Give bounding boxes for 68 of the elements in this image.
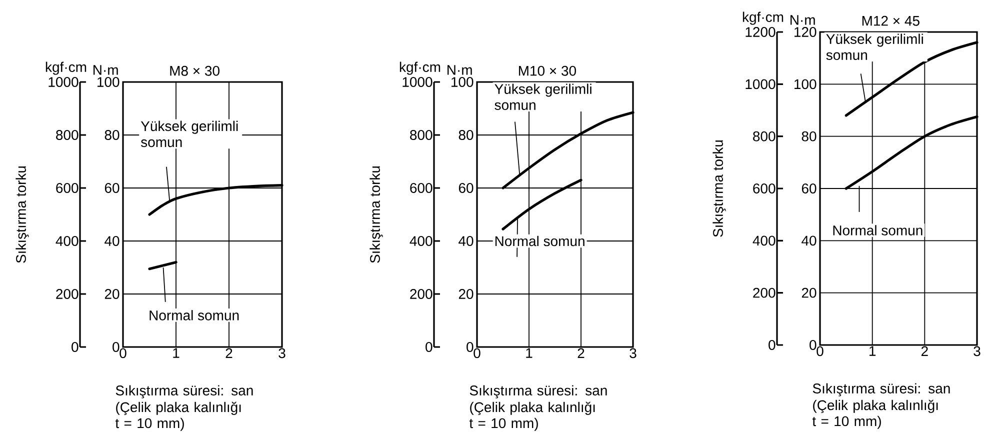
x-axis-title: Sıkıştırma süresi: san	[116, 385, 253, 398]
text: kgf·cm	[400, 62, 440, 75]
y-tick-label: 60	[104, 183, 120, 193]
text: N·m	[790, 15, 815, 25]
y2-tick-label: 600	[410, 183, 432, 193]
y2-tick-label: 400	[56, 236, 78, 246]
y-tick-label: 20	[104, 289, 120, 299]
y2-tick-label: 600	[56, 183, 78, 193]
y-tick-label: 100	[794, 79, 816, 90]
y2-tick-label: 1000	[402, 77, 432, 87]
series-label: Yüksek gerilimli somun	[826, 34, 923, 60]
y2-tick-label: 800	[410, 130, 432, 140]
y2-tick-label: 600	[753, 184, 776, 194]
x-tick-label: 3	[278, 348, 286, 358]
x-tick-label: 1	[173, 348, 180, 358]
chart-title: M12 × 45	[862, 16, 920, 26]
x-axis-title: Sıkıştırma süresi: san	[470, 385, 607, 398]
x-axis-title: Sıkıştırma süresi: san	[812, 383, 950, 396]
x-tick-label: 1	[526, 348, 532, 358]
y-tick-label: 120	[794, 27, 816, 37]
text: N·m	[448, 65, 472, 75]
x-tick-label: 0	[120, 348, 126, 358]
y2-tick-label: 1200	[746, 27, 776, 37]
x-tick-label: 3	[974, 346, 980, 356]
y2-tick-label: 800	[753, 131, 776, 142]
text: Yüksek gerilimli somun	[140, 120, 238, 148]
text: kgf·cm	[46, 62, 86, 75]
y2-axis-title: Sıkıştırma torku	[370, 166, 383, 263]
x-tick-label: 1	[870, 346, 876, 356]
y-tick-label: 80	[104, 130, 120, 140]
y2-tick-label: 200	[753, 288, 776, 298]
x-tick-label: 2	[578, 348, 584, 358]
x-tick-label: 3	[630, 348, 636, 358]
text: (Çelik plaka kalınlığı t = 10 mm)	[115, 402, 241, 431]
y-tick-label: 40	[802, 236, 816, 246]
y2-tick-label: 400	[410, 236, 432, 246]
y-tick-label: 100	[452, 77, 474, 87]
chart-title: M8 × 30	[170, 66, 220, 76]
text: (Çelik plaka kalınlığı t = 10 mm)	[469, 402, 595, 431]
y-tick-label: 100	[98, 77, 120, 87]
text: Normal somun	[150, 310, 239, 320]
y2-axis-title: Sıkıştırma torku	[712, 140, 726, 237]
x-tick-label: 2	[226, 348, 232, 358]
y2-tick-label: 200	[56, 289, 78, 299]
y-tick-label: 80	[802, 131, 816, 142]
y-tick-label: 80	[458, 130, 474, 140]
y-tick-label: 60	[802, 184, 816, 194]
y2-axis-title: Sıkıştırma torku	[16, 166, 29, 263]
y2-tick-label: 400	[752, 236, 776, 246]
y-tick-label: 20	[802, 288, 816, 298]
y2-tick-label: 1000	[48, 77, 78, 87]
text: N·m	[94, 65, 118, 75]
y-tick-label: 60	[458, 183, 474, 193]
y-tick-label: 20	[458, 289, 474, 299]
x-tick-label: 0	[474, 348, 480, 358]
y2-tick-label: 200	[410, 289, 432, 299]
y-tick-label: 40	[458, 236, 474, 246]
text: (Çelik plaka kalınlığı t = 10 mm)	[812, 400, 938, 429]
y2-tick-label: 800	[56, 130, 78, 140]
y-tick-label: 40	[104, 236, 120, 246]
legend-label: Normal somun	[833, 225, 922, 236]
y2-tick-label: 1000	[746, 79, 776, 90]
x-tick-label: 2	[921, 346, 928, 356]
series-label: Yüksek gerilimli somun	[494, 84, 592, 110]
text: kgf·cm	[742, 12, 784, 25]
x-tick-label: 0	[816, 346, 824, 356]
series-label: Normal somun	[495, 236, 584, 246]
chart-title: M10 × 30	[518, 66, 576, 76]
